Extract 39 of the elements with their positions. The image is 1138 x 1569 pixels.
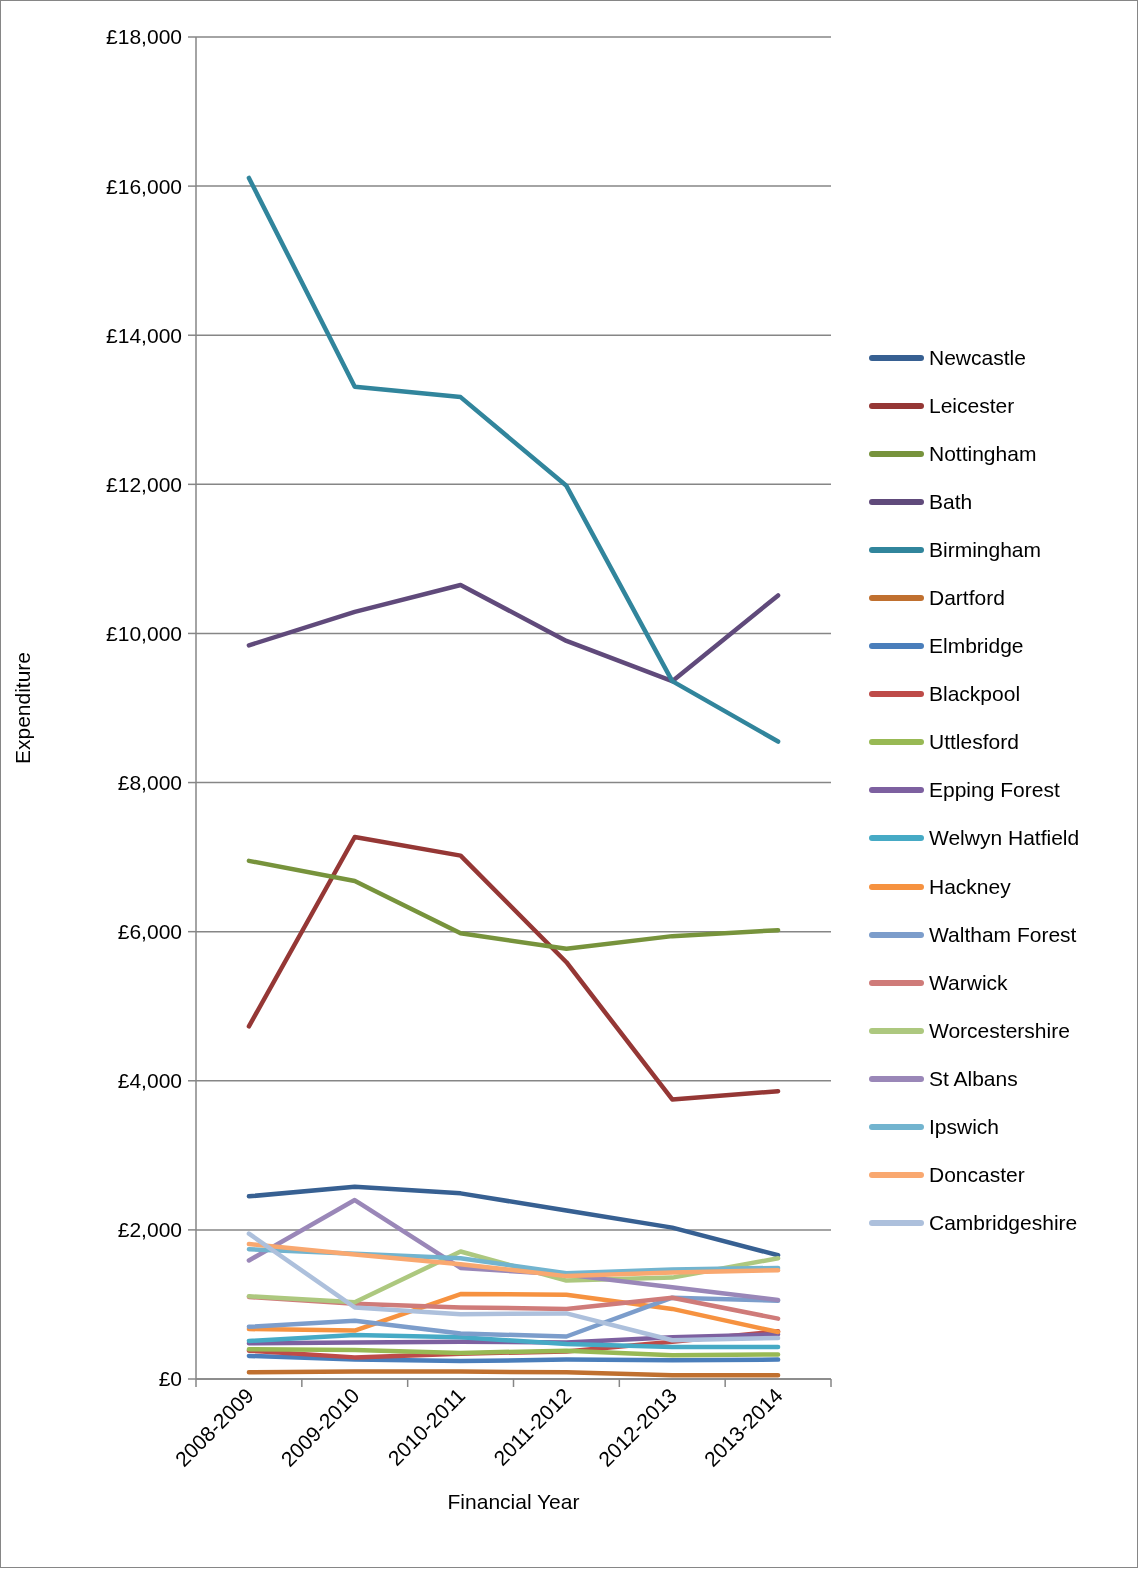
legend-label: Elmbridge xyxy=(929,634,1024,659)
y-tick-label: £0 xyxy=(158,1367,182,1391)
y-tick-label: £12,000 xyxy=(106,472,182,496)
legend-label: Welwyn Hatfield xyxy=(929,826,1080,851)
line-series xyxy=(246,834,781,1102)
legend-label: Newcastle xyxy=(929,346,1026,371)
line-series xyxy=(246,1241,781,1279)
legend-label: Birmingham xyxy=(929,538,1042,563)
y-tick-label: £6,000 xyxy=(117,920,182,944)
legend-label: Bath xyxy=(929,490,973,515)
legend-label: Cambridgeshire xyxy=(929,1210,1078,1235)
legend-label: Nottingham xyxy=(929,442,1037,467)
legend-label: St Albans xyxy=(929,1066,1018,1091)
line-series xyxy=(246,1184,781,1258)
line-series xyxy=(246,582,781,684)
legend-label: Doncaster xyxy=(929,1162,1025,1187)
y-tick-label: £18,000 xyxy=(106,25,182,49)
y-tick-label: £14,000 xyxy=(106,323,182,347)
legend-label: Worcestershire xyxy=(929,1018,1070,1043)
legend-label: Blackpool xyxy=(929,682,1021,707)
x-axis-title: Financial Year xyxy=(447,1490,580,1513)
y-axis-title: Expenditure xyxy=(11,651,35,765)
y-tick-label: £8,000 xyxy=(117,771,182,795)
legend-label: Uttlesford xyxy=(929,730,1019,755)
legend-label: Dartford xyxy=(929,586,1005,611)
y-tick-label: £2,000 xyxy=(117,1218,182,1242)
legend-label: Leicester xyxy=(929,394,1015,419)
line-series xyxy=(246,1332,781,1350)
legend-label: Warwick xyxy=(929,970,1008,995)
legend-label: Epping Forest xyxy=(929,778,1060,803)
y-tick-label: £4,000 xyxy=(117,1069,182,1093)
legend-label: Waltham Forest xyxy=(929,922,1077,947)
line-series xyxy=(246,175,781,744)
legend-label: Hackney xyxy=(929,874,1011,899)
y-tick-label: £16,000 xyxy=(106,174,182,198)
legend-label: Ipswich xyxy=(929,1114,1000,1139)
y-tick-label: £10,000 xyxy=(106,621,182,645)
line-series xyxy=(246,858,781,952)
line-series xyxy=(246,1231,781,1343)
